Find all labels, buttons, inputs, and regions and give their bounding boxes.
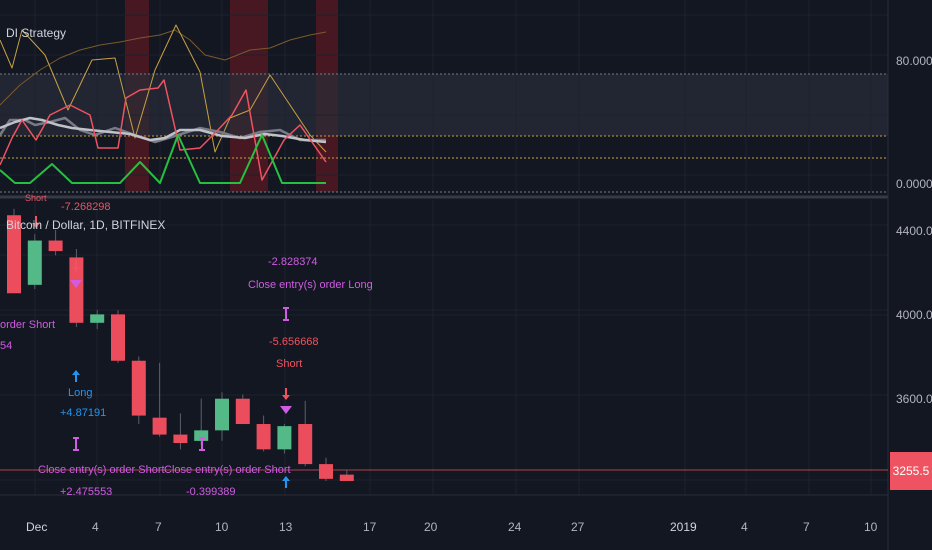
avg-line-2 [0,116,327,144]
candle-down [173,434,188,444]
time-axis-label: 10 [215,520,229,534]
annotation-label: Short [276,358,303,370]
time-axis-label: 7 [803,520,810,534]
candle-down [69,257,84,323]
indicator-title: DI Strategy [6,26,67,40]
time-axis-label: 2019 [670,520,697,534]
candle-down [111,314,125,361]
close-marker [70,280,82,288]
candle-up [27,240,42,285]
signal-line [0,134,326,184]
price-axis-label: 4000.0 [896,308,932,322]
annotation-label: +2.475553 [60,486,113,498]
last-price-tag: 3255.5 [890,452,932,490]
trade-arrow [72,370,80,375]
annotation-label: Close entry(s) order Short [164,464,291,476]
indicator-price-label: 80.0000 [896,54,932,68]
candle-down [339,474,354,481]
time-axis-label: 13 [279,520,293,534]
annotation-label: -5.656668 [269,336,319,348]
candle-up [194,430,209,441]
time-axis-label: 7 [155,520,162,534]
annotation-label: Close entry(s) order Long [248,279,373,291]
di-minus-line [0,79,327,181]
candle-up [90,314,105,323]
di-plus-line [0,24,327,153]
candle-down [319,464,333,479]
candle-down [256,424,271,450]
candle-down [298,424,313,465]
time-axis-label: 27 [571,520,585,534]
time-axis-label: 17 [363,520,377,534]
candle-up [277,426,292,450]
annotation-label: Short [25,193,47,203]
candle-down [152,417,167,435]
annotation-label: order Short [0,319,56,331]
time-axis-label: 24 [508,520,522,534]
candle-down [48,240,63,252]
indicator-price-label: 0.0000 [896,177,932,191]
annotation-label: -2.828374 [268,256,318,268]
trade-arrow [282,476,290,481]
trade-arrow [72,267,80,272]
price-axis-label: 4400.0 [896,224,932,238]
time-axis-label: 20 [424,520,438,534]
trade-arrow [32,223,40,228]
time-axis-label: Dec [26,520,48,534]
symbol-title[interactable]: Bitcoin / Dollar, 1D, BITFINEX [6,218,166,232]
annotation-label: Close entry(s) order Short [38,464,165,476]
candle-down [131,360,146,416]
annotation-label: -0.399389 [186,486,236,498]
candle-down [7,215,21,294]
candle-up [215,398,229,431]
time-axis-label: 4 [741,520,748,534]
price-axis-label: 3600.0 [896,392,932,406]
time-axis-label: 4 [92,520,99,534]
annotation-label: -7.268298 [61,201,111,213]
trade-arrow [282,395,290,400]
candle-down [235,398,250,425]
threshold-zone [0,74,888,136]
time-axis-label: 10 [864,520,878,534]
adx-line [0,29,327,106]
annotation-label: Long [68,387,93,399]
close-marker [280,406,292,414]
annotation-label: +4.87191 [60,407,107,419]
annotation-label: 54 [0,340,13,352]
